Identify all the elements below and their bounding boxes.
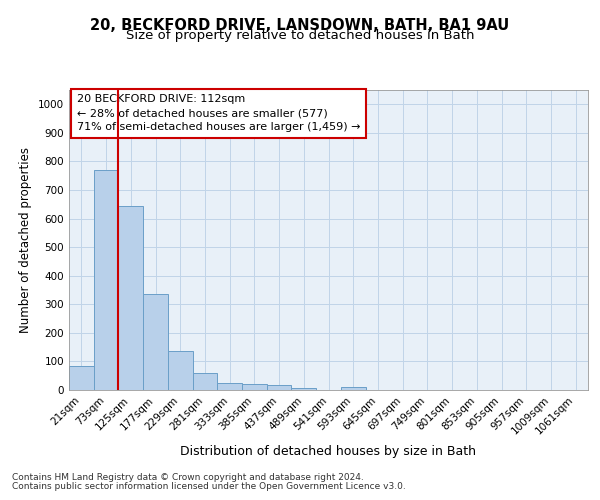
Text: 20, BECKFORD DRIVE, LANSDOWN, BATH, BA1 9AU: 20, BECKFORD DRIVE, LANSDOWN, BATH, BA1 … [91,18,509,32]
X-axis label: Distribution of detached houses by size in Bath: Distribution of detached houses by size … [181,444,476,458]
Bar [341,387,365,390]
Text: 20 BECKFORD DRIVE: 112sqm
← 28% of detached houses are smaller (577)
71% of semi: 20 BECKFORD DRIVE: 112sqm ← 28% of detac… [77,94,360,132]
Bar [292,388,316,390]
Text: Contains HM Land Registry data © Crown copyright and database right 2024.: Contains HM Land Registry data © Crown c… [12,474,364,482]
Text: Size of property relative to detached houses in Bath: Size of property relative to detached ho… [126,29,474,42]
Bar [193,373,217,390]
Bar [168,352,193,390]
Bar [217,383,242,390]
Bar [118,206,143,390]
Bar [242,384,267,390]
Bar [94,170,118,390]
Text: Contains public sector information licensed under the Open Government Licence v3: Contains public sector information licen… [12,482,406,491]
Bar [69,366,94,390]
Y-axis label: Number of detached properties: Number of detached properties [19,147,32,333]
Bar [267,385,292,390]
Bar [143,294,168,390]
